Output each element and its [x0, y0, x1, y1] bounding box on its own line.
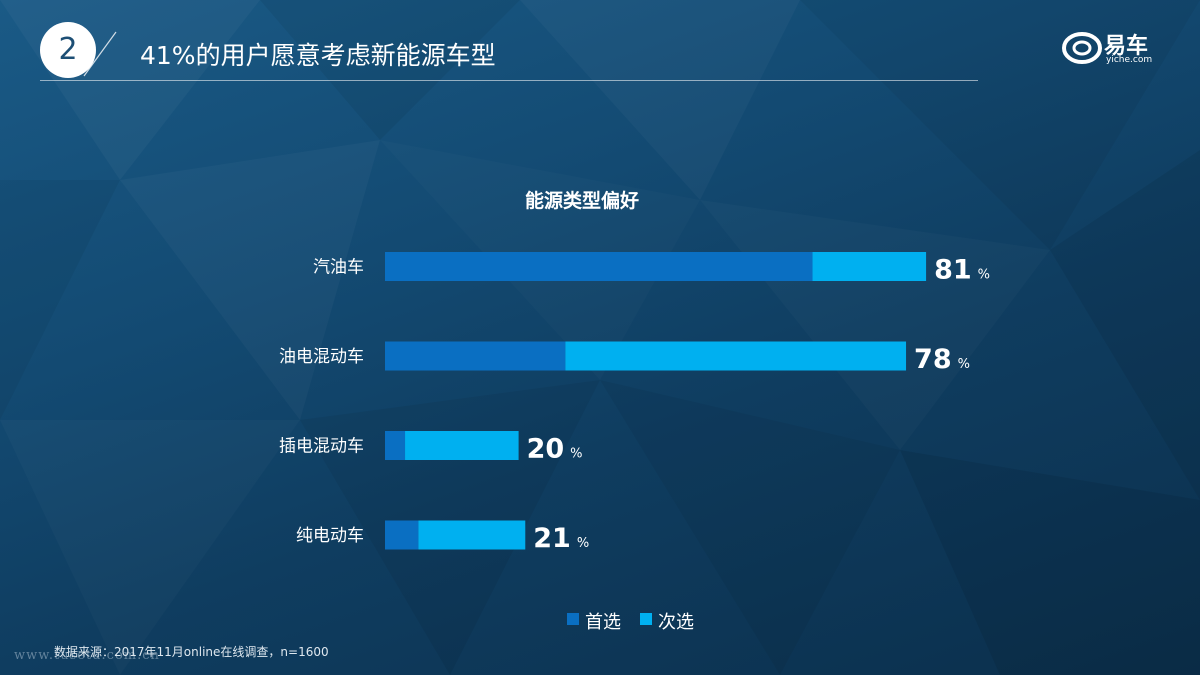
- bar-segment-first-choice: [385, 520, 419, 550]
- category-label: 油电混动车: [279, 347, 364, 367]
- bar-segment-first-choice: [385, 252, 813, 281]
- category-label: 纯电动车: [296, 526, 364, 546]
- bar-segment-first-choice: [385, 431, 406, 460]
- bar-segment-second-choice: [812, 252, 927, 281]
- yiche-logo-icon: [1062, 32, 1102, 64]
- legend-label: 首选: [585, 612, 621, 633]
- bar-segment-second-choice: [405, 431, 519, 460]
- total-value-label: 20%: [527, 434, 583, 465]
- title-slash-decoration: [83, 31, 117, 77]
- chart-title: 能源类型偏好: [525, 189, 639, 212]
- total-value-label: 78%: [914, 344, 970, 375]
- total-value-label: 21%: [533, 523, 589, 554]
- section-number-badge: 2: [40, 22, 96, 78]
- data-source-footnote: 数据来源：2017年11月online在线调查，n=1600: [54, 645, 329, 659]
- page-title: 41%的用户愿意考虑新能源车型: [140, 41, 496, 70]
- watermark: www.tusetu.com.cn: [14, 648, 160, 663]
- logo-name: 易车: [1104, 34, 1149, 59]
- legend-label: 次选: [658, 612, 694, 633]
- legend-swatch-second-choice: [640, 613, 652, 625]
- total-value-label: 81%: [934, 255, 990, 286]
- bar-segment-second-choice: [565, 341, 907, 371]
- legend-swatch-first-choice: [567, 613, 579, 625]
- category-label: 插电混动车: [279, 437, 364, 457]
- logo-domain: yiche.com: [1106, 55, 1153, 65]
- yiche-logo: 易车 yiche.com: [1062, 26, 1182, 72]
- bar-segment-first-choice: [385, 341, 566, 371]
- bar-segment-second-choice: [418, 520, 526, 550]
- category-label: 汽油车: [313, 258, 364, 278]
- title-divider: [40, 80, 978, 81]
